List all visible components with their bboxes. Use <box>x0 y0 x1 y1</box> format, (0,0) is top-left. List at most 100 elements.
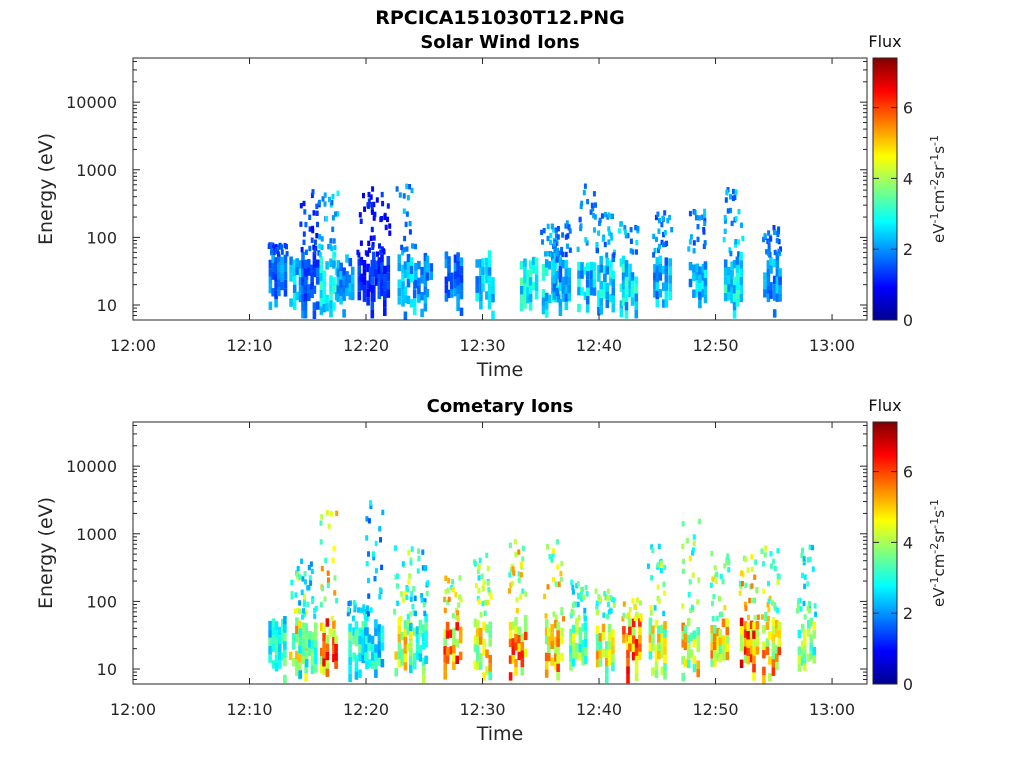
spectrogram-cell <box>534 291 539 300</box>
spectrogram-cell <box>550 224 554 230</box>
spectrogram-cell <box>663 654 667 663</box>
spectrogram-cell <box>274 257 278 266</box>
spectrogram-cell <box>599 306 603 315</box>
spectrogram-cell <box>370 202 374 208</box>
spectrogram-cell <box>319 656 324 665</box>
spectrogram-cell <box>416 568 420 574</box>
spectrogram-cell <box>486 580 490 587</box>
spectrogram-cell <box>681 639 685 648</box>
spectrogram-cell <box>274 621 279 630</box>
spectrogram-cell <box>274 265 278 274</box>
spectrogram-cell <box>486 565 490 572</box>
spectrogram-cell <box>301 630 306 640</box>
spectrogram-cell <box>417 548 420 554</box>
spectrogram-cell <box>775 276 780 286</box>
spectrogram-cell <box>605 252 609 258</box>
spectrogram-cell <box>315 276 320 285</box>
spectrogram-cell <box>740 581 744 587</box>
spectrogram-cell <box>359 240 363 246</box>
spectrogram-cell <box>716 627 720 637</box>
spectrogram-cell <box>664 282 669 291</box>
spectrogram-cell <box>605 291 610 300</box>
spectrogram-cell <box>771 642 776 651</box>
colorbar-tick-label: 0 <box>903 311 913 330</box>
spectrogram-cell <box>577 615 581 621</box>
spectrogram-cell <box>568 228 572 234</box>
spectrogram-cell <box>630 272 635 281</box>
spectrogram-cell <box>380 216 384 222</box>
spectrogram-cell <box>728 247 732 253</box>
spectrogram-cell <box>698 283 702 292</box>
spectrogram-cell <box>423 598 427 604</box>
spectrogram-cell <box>314 245 318 251</box>
spectrogram-cell <box>541 289 546 298</box>
spectrogram-cell <box>773 602 777 608</box>
spectrogram-cell <box>772 558 776 565</box>
spectrogram-cell <box>571 584 575 591</box>
spectrogram-cell <box>605 299 610 309</box>
spectrogram-cell <box>778 284 782 294</box>
spectrogram-cell <box>698 274 702 284</box>
spectrogram-cell <box>692 289 696 298</box>
spectrogram-cell <box>414 263 418 272</box>
spectrogram-cell <box>319 281 324 290</box>
spectrogram-cell <box>406 295 411 305</box>
y-tick-label: 10 <box>97 660 117 679</box>
spectrogram-cell <box>730 261 734 270</box>
spectrogram-cell <box>458 651 463 661</box>
spectrogram-cell <box>422 601 426 608</box>
spectrogram-cell <box>585 304 590 313</box>
spectrogram-cell <box>546 584 550 590</box>
colorbar-title: Flux <box>868 32 901 51</box>
spectrogram-cell <box>409 656 413 665</box>
spectrogram-cell <box>585 240 589 246</box>
spectrogram-cell <box>668 214 672 221</box>
spectrogram-cell <box>762 624 766 634</box>
spectrogram-cell <box>581 640 585 649</box>
spectrogram-cell <box>296 607 300 613</box>
spectrogram-cell <box>308 575 312 581</box>
spectrogram-cell <box>443 629 447 638</box>
spectrogram-cell <box>425 255 430 264</box>
spectrogram-cell <box>329 283 333 293</box>
spectrogram-cell <box>378 243 381 249</box>
spectrogram-cell <box>661 265 666 275</box>
spectrogram-cell <box>803 583 807 589</box>
spectrogram-cell <box>764 615 768 621</box>
spectrogram-cell <box>551 251 555 261</box>
spectrogram-cell <box>723 605 727 611</box>
spectrogram-cell <box>552 576 555 583</box>
spectrogram-cell <box>328 628 333 637</box>
spectrogram-cell <box>802 556 806 562</box>
spectrogram-cell <box>528 293 533 303</box>
spectrogram-cell <box>304 639 308 649</box>
spectrogram-cell <box>274 273 278 283</box>
spectrogram-cell <box>541 239 544 245</box>
spectrogram-cell <box>569 628 573 638</box>
spectrogram-cell <box>333 575 337 581</box>
spectrogram-cell <box>350 283 355 292</box>
spectrogram-cell <box>449 272 454 281</box>
spectrogram-cell <box>339 287 343 297</box>
spectrogram-cell <box>681 521 685 527</box>
spectrogram-cell <box>322 641 326 650</box>
spectrogram-cell <box>811 544 814 551</box>
spectrogram-cell <box>289 256 293 265</box>
spectrogram-cell <box>544 267 549 276</box>
spectrogram-cell <box>411 603 415 610</box>
spectrogram-cell <box>403 286 408 295</box>
spectrogram-cell <box>329 275 333 284</box>
spectrogram-cell <box>739 626 744 635</box>
spectrogram-cell <box>342 292 346 301</box>
spectrogram-cell <box>358 212 362 218</box>
x-axis-ticks: 12:00 12:10 12:20 12:30 12:40 12:50 13:00 <box>110 422 855 719</box>
spectrogram-cell <box>611 304 616 313</box>
spectrogram-cell <box>585 270 590 280</box>
spectrogram-cell <box>592 279 597 288</box>
spectrogram-cell <box>812 655 816 664</box>
y-tick-label: 10000 <box>66 93 117 112</box>
spectrogram-cell <box>686 659 691 669</box>
spectrogram-cell <box>370 301 375 310</box>
spectrogram-cell <box>808 556 812 563</box>
spectrogram-cell <box>683 658 688 667</box>
